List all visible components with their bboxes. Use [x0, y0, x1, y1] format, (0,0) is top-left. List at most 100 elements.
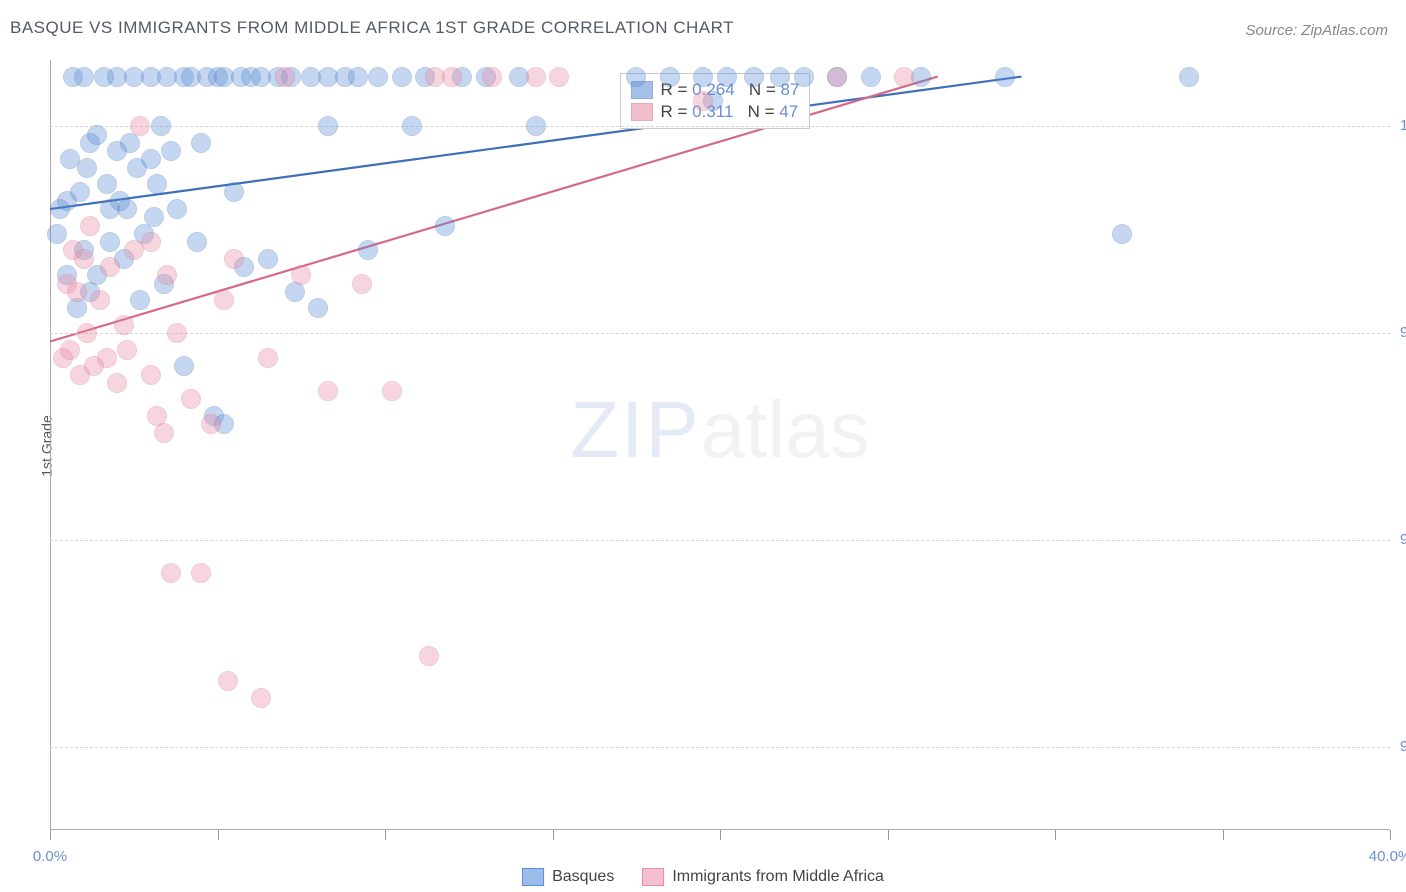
trend-lines: [50, 60, 1390, 830]
scatter-point: [442, 67, 462, 87]
scatter-point: [87, 125, 107, 145]
xtick: [385, 830, 386, 840]
scatter-point: [224, 182, 244, 202]
scatter-point: [794, 67, 814, 87]
scatter-point: [693, 91, 713, 111]
scatter-point: [770, 67, 790, 87]
legend-stats-text: R = 0.311 N = 47: [661, 102, 799, 122]
scatter-point: [352, 274, 372, 294]
scatter-point: [626, 67, 646, 87]
scatter-point: [348, 67, 368, 87]
watermark: ZIPatlas: [570, 384, 869, 476]
scatter-point: [97, 174, 117, 194]
scatter-point: [419, 646, 439, 666]
scatter-point: [693, 67, 713, 87]
scatter-point: [291, 265, 311, 285]
scatter-point: [549, 67, 569, 87]
scatter-point: [47, 224, 67, 244]
gridline-h: [50, 126, 1390, 127]
ytick-label: 95.0%: [1400, 531, 1406, 548]
scatter-point: [100, 257, 120, 277]
scatter-point: [258, 249, 278, 269]
scatter-point: [861, 67, 881, 87]
scatter-point: [67, 282, 87, 302]
scatter-point: [77, 323, 97, 343]
scatter-point: [191, 563, 211, 583]
chart-title: BASQUE VS IMMIGRANTS FROM MIDDLE AFRICA …: [10, 18, 734, 38]
xtick: [1223, 830, 1224, 840]
scatter-point: [318, 116, 338, 136]
scatter-point: [90, 290, 110, 310]
scatter-point: [1112, 224, 1132, 244]
scatter-point: [100, 232, 120, 252]
scatter-point: [144, 207, 164, 227]
scatter-point: [368, 67, 388, 87]
scatter-point: [251, 688, 271, 708]
legend-swatch: [642, 868, 664, 886]
legend-label: Basques: [552, 868, 614, 886]
xtick: [50, 830, 51, 840]
scatter-point: [77, 158, 97, 178]
scatter-point: [70, 182, 90, 202]
legend-label: Immigrants from Middle Africa: [672, 868, 884, 886]
legend-bottom: Basques Immigrants from Middle Africa: [522, 868, 884, 886]
scatter-point: [995, 67, 1015, 87]
scatter-point: [318, 381, 338, 401]
scatter-point: [74, 249, 94, 269]
scatter-point: [224, 249, 244, 269]
scatter-point: [660, 67, 680, 87]
scatter-point: [482, 67, 502, 87]
scatter-point: [214, 290, 234, 310]
ytick-label: 97.5%: [1400, 324, 1406, 341]
scatter-point: [191, 133, 211, 153]
scatter-point: [181, 389, 201, 409]
scatter-point: [392, 67, 412, 87]
scatter-point: [382, 381, 402, 401]
scatter-point: [167, 199, 187, 219]
xtick: [1390, 830, 1391, 840]
scatter-point: [161, 141, 181, 161]
scatter-point: [147, 174, 167, 194]
legend-item: Basques: [522, 868, 614, 886]
scatter-point: [218, 671, 238, 691]
gridline-h: [50, 333, 1390, 334]
scatter-point: [130, 116, 150, 136]
scatter-point: [435, 216, 455, 236]
legend-swatch: [522, 868, 544, 886]
scatter-point: [894, 67, 914, 87]
scatter-point: [201, 414, 221, 434]
gridline-h: [50, 540, 1390, 541]
scatter-point: [526, 67, 546, 87]
scatter-point: [402, 116, 422, 136]
scatter-point: [130, 290, 150, 310]
scatter-point: [141, 232, 161, 252]
xtick: [553, 830, 554, 840]
xtick: [218, 830, 219, 840]
scatter-point: [157, 265, 177, 285]
xtick: [1055, 830, 1056, 840]
scatter-point: [154, 423, 174, 443]
scatter-point: [141, 365, 161, 385]
scatter-point: [107, 373, 127, 393]
gridline-h: [50, 747, 1390, 748]
scatter-point: [97, 348, 117, 368]
y-axis: [50, 60, 51, 830]
scatter-point: [358, 240, 378, 260]
scatter-point: [161, 563, 181, 583]
scatter-point: [60, 340, 80, 360]
scatter-point: [258, 348, 278, 368]
legend-swatch: [631, 103, 653, 121]
plot-area: ZIPatlas R = 0.264 N = 87R = 0.311 N = 4…: [50, 60, 1390, 830]
scatter-point: [141, 149, 161, 169]
scatter-point: [717, 67, 737, 87]
scatter-point: [117, 340, 137, 360]
scatter-point: [167, 323, 187, 343]
scatter-point: [151, 116, 171, 136]
scatter-point: [526, 116, 546, 136]
scatter-point: [74, 67, 94, 87]
scatter-point: [114, 315, 134, 335]
scatter-point: [744, 67, 764, 87]
xtick-label: 0.0%: [33, 848, 67, 865]
scatter-point: [174, 356, 194, 376]
scatter-point: [117, 199, 137, 219]
